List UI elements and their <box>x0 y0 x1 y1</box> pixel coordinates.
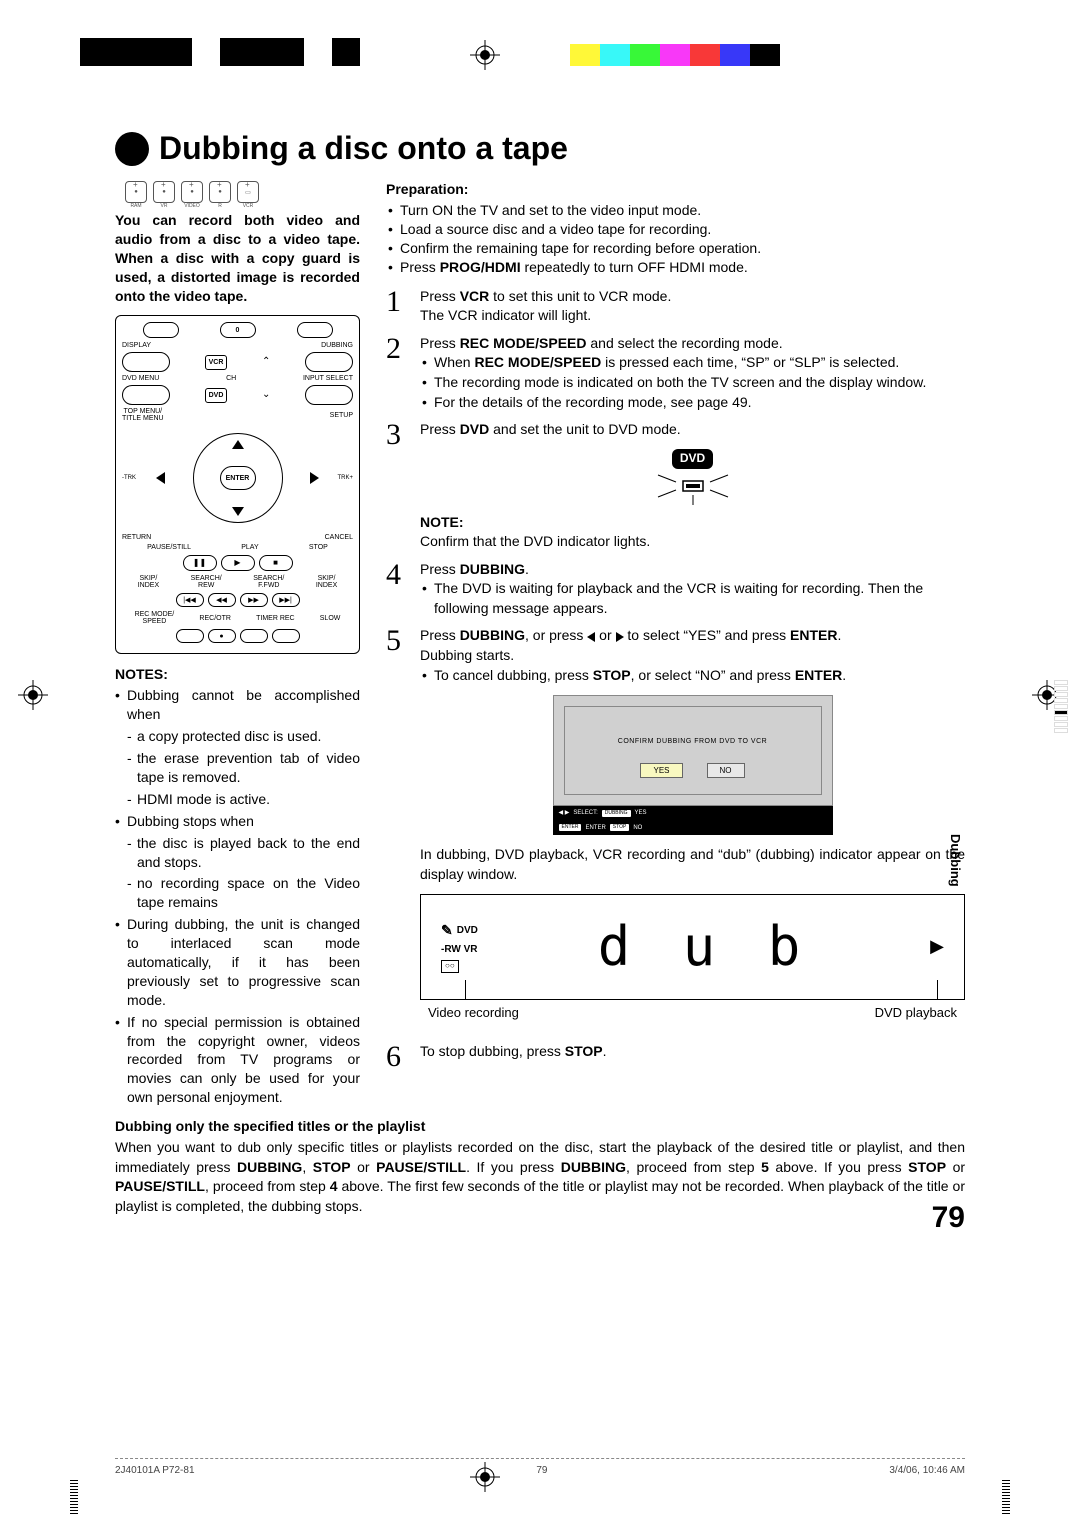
step-5: 5 Press DUBBING, or press or to select “… <box>386 626 965 1034</box>
notes-section: NOTES: Dubbing cannot be accomplished wh… <box>115 666 360 1107</box>
confirm-dialog-screenshot: CONFIRM DUBBING FROM DVD TO VCR YES NO ◀… <box>553 695 833 835</box>
page-number: 79 <box>932 1201 965 1235</box>
disc-type-icons: ●RAM ●VR ●VIDEO ●R ▭VCR <box>125 181 360 203</box>
title-bullet-icon <box>115 132 149 166</box>
print-hash-marks <box>0 1478 1080 1514</box>
page-content: Dubbing a disc onto a tape ●RAM ●VR ●VID… <box>115 130 965 1217</box>
step-4: 4 Press DUBBING. The DVD is waiting for … <box>386 560 965 619</box>
step-2: 2 Press REC MODE/SPEED and select the re… <box>386 334 965 412</box>
step-3: 3 Press DVD and set the unit to DVD mode… <box>386 420 965 552</box>
front-display-diagram: ✎DVD -RW VR ○○ d u b ▶ <box>420 894 965 1000</box>
step-6: 6 To stop dubbing, press STOP. <box>386 1042 965 1072</box>
right-arrow-icon <box>616 632 624 642</box>
dvd-indicator-icon: DVD <box>420 448 965 505</box>
dvd-playback-label: DVD playback <box>875 1004 957 1022</box>
print-footer: 2J40101A P72-81 79 3/4/06, 10:46 AM <box>115 1458 965 1476</box>
section-tab: Dubbing <box>946 828 965 893</box>
step-1: 1 Press VCR to set this unit to VCR mode… <box>386 287 965 326</box>
video-recording-label: Video recording <box>428 1004 519 1022</box>
preparation-section: Preparation: Turn ON the TV and set to t… <box>386 181 965 277</box>
color-calibration-bar <box>540 44 780 66</box>
print-density-bar <box>80 38 360 66</box>
intro-text: You can record both video and audio from… <box>115 211 360 305</box>
bottom-section: Dubbing only the specified titles or the… <box>115 1118 965 1216</box>
registration-mark-icon <box>18 680 48 710</box>
thumb-index-marks <box>1054 680 1068 734</box>
page-title: Dubbing a disc onto a tape <box>159 130 568 167</box>
registration-mark-icon <box>470 40 500 70</box>
remote-diagram: 0 DISPLAYDUBBING VCR⌃ DVD MENUCHINPUT SE… <box>115 315 360 654</box>
